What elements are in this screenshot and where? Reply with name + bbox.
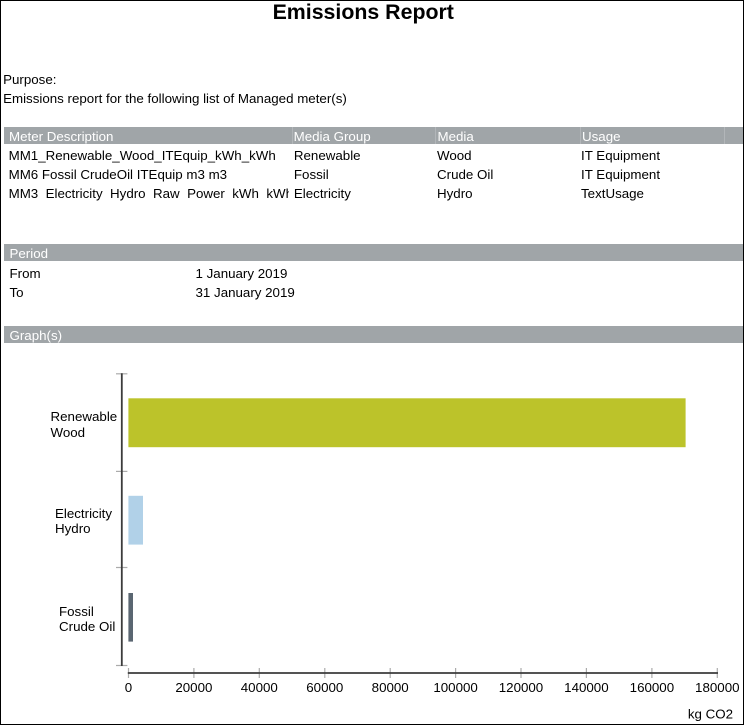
svg-text:180000: 180000 <box>695 680 739 695</box>
svg-text:20000: 20000 <box>175 680 212 695</box>
svg-text:0: 0 <box>125 680 132 695</box>
svg-text:120000: 120000 <box>499 680 543 695</box>
svg-text:80000: 80000 <box>372 680 409 695</box>
svg-text:140000: 140000 <box>564 680 608 695</box>
svg-text:100000: 100000 <box>433 680 477 695</box>
svg-text:kg CO2: kg CO2 <box>688 707 733 722</box>
svg-text:40000: 40000 <box>241 680 278 695</box>
svg-text:160000: 160000 <box>630 680 674 695</box>
svg-text:60000: 60000 <box>306 680 343 695</box>
